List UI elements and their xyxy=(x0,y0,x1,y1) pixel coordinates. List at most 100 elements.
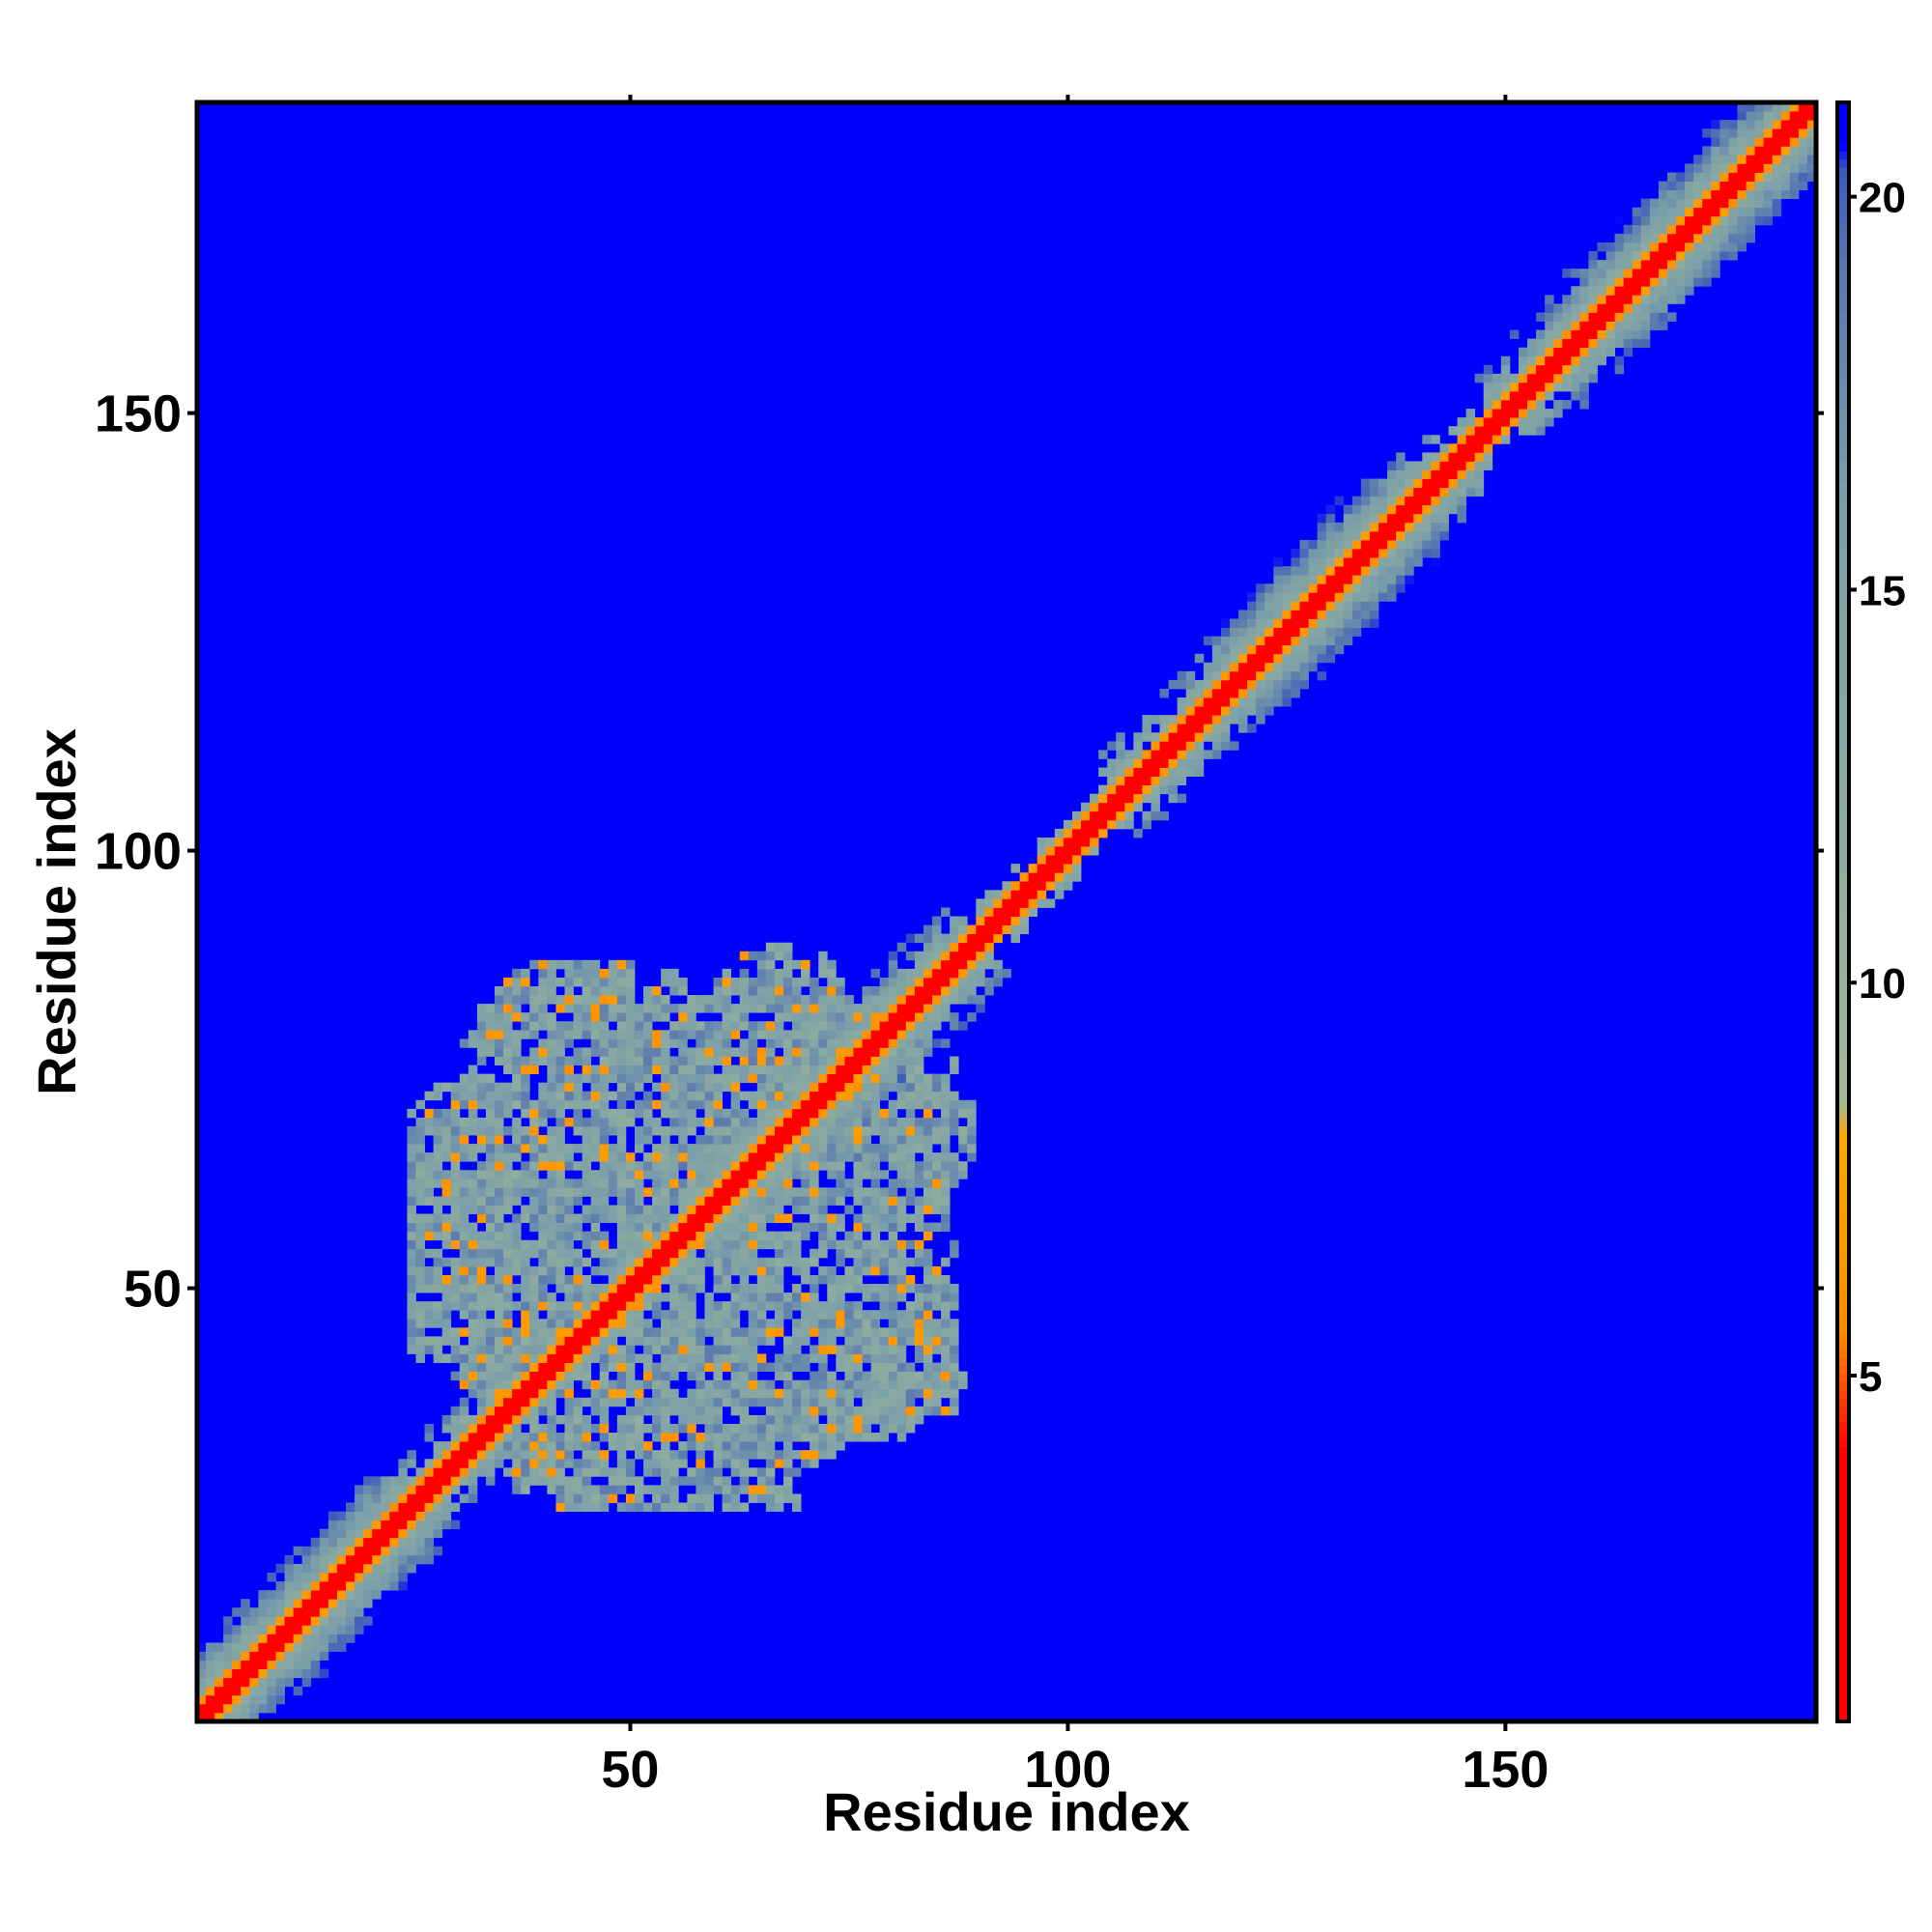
heatmap-cell xyxy=(1369,513,1379,524)
heatmap-cell xyxy=(197,1712,207,1722)
heatmap-cell xyxy=(616,1135,627,1145)
heatmap-cell xyxy=(1116,776,1125,786)
heatmap-cell xyxy=(529,1423,539,1434)
heatmap-cell xyxy=(616,1293,627,1302)
heatmap-cell xyxy=(950,1301,959,1311)
heatmap-cell xyxy=(765,1502,776,1512)
heatmap-cell xyxy=(748,1248,758,1259)
heatmap-cell xyxy=(495,1406,504,1416)
heatmap-cell xyxy=(844,1231,854,1241)
heatmap-cell xyxy=(521,1345,530,1354)
heatmap-cell xyxy=(782,1493,793,1503)
heatmap-cell xyxy=(739,1257,750,1267)
heatmap-cell xyxy=(879,1038,890,1048)
heatmap-cell xyxy=(862,1082,871,1093)
heatmap-cell xyxy=(1405,539,1414,550)
heatmap-cell xyxy=(433,1345,443,1354)
heatmap-cell xyxy=(441,1520,452,1530)
heatmap-cell xyxy=(1649,207,1660,217)
heatmap-cell xyxy=(896,1284,907,1293)
heatmap-cell xyxy=(923,1397,933,1407)
heatmap-cell xyxy=(512,1004,522,1013)
heatmap-cell xyxy=(958,1021,968,1031)
heatmap-cell xyxy=(214,1703,224,1714)
heatmap-cell xyxy=(381,1537,390,1548)
heatmap-cell xyxy=(1711,242,1720,252)
heatmap-cell xyxy=(756,1187,767,1197)
heatmap-cell xyxy=(547,1388,556,1399)
heatmap-cell xyxy=(896,1327,907,1337)
heatmap-cell xyxy=(801,1038,810,1048)
heatmap-cell xyxy=(1369,496,1379,506)
heatmap-cell xyxy=(1282,575,1292,584)
heatmap-cell xyxy=(275,1590,285,1600)
heatmap-cell xyxy=(1597,347,1606,357)
heatmap-cell xyxy=(1685,189,1694,200)
heatmap-cell xyxy=(599,1336,610,1346)
heatmap-cell xyxy=(1483,417,1493,427)
heatmap-cell xyxy=(1737,181,1747,190)
heatmap-cell xyxy=(258,1651,268,1661)
heatmap-cell xyxy=(923,1012,933,1022)
heatmap-cell xyxy=(1789,128,1800,138)
heatmap-cell xyxy=(818,1187,828,1197)
heatmap-cell xyxy=(661,1476,670,1486)
colorbar-segment xyxy=(1837,1696,1849,1706)
heatmap-cell xyxy=(1063,855,1073,865)
colorbar-segment xyxy=(1837,1478,1849,1488)
heatmap-cell xyxy=(896,977,907,987)
heatmap-cell xyxy=(782,1301,793,1311)
colorbar-segment xyxy=(1837,434,1849,443)
heatmap-cell xyxy=(748,1117,758,1127)
heatmap-cell xyxy=(1308,539,1319,550)
heatmap-cell xyxy=(608,959,618,970)
heatmap-cell xyxy=(625,1056,636,1065)
heatmap-cell xyxy=(678,1187,688,1197)
heatmap-cell xyxy=(914,1135,924,1145)
heatmap-cell xyxy=(1002,881,1011,891)
heatmap-cell xyxy=(1142,715,1151,724)
heatmap-cell xyxy=(652,1187,662,1197)
heatmap-cell xyxy=(564,1152,574,1162)
heatmap-cell xyxy=(512,1170,522,1179)
heatmap-cell xyxy=(748,1231,758,1241)
heatmap-cell xyxy=(888,1257,898,1267)
heatmap-cell xyxy=(1378,513,1388,524)
heatmap-cell xyxy=(616,1117,627,1127)
heatmap-cell xyxy=(984,977,994,987)
heatmap-cell xyxy=(573,1274,583,1285)
heatmap-cell xyxy=(258,1642,268,1652)
heatmap-cell xyxy=(564,1450,574,1460)
heatmap-cell xyxy=(1351,601,1362,611)
heatmap-cell xyxy=(1789,181,1800,190)
heatmap-cell xyxy=(870,1144,881,1153)
heatmap-cell xyxy=(1238,715,1248,724)
heatmap-cell xyxy=(643,1135,653,1145)
colorbar-segment xyxy=(1837,781,1849,791)
heatmap-cell xyxy=(687,1467,696,1477)
heatmap-cell xyxy=(950,1293,959,1302)
heatmap-cell xyxy=(782,977,793,987)
heatmap-cell xyxy=(258,1634,268,1643)
heatmap-cell xyxy=(503,1108,513,1119)
heatmap-cell xyxy=(310,1590,321,1600)
heatmap-cell xyxy=(485,1073,496,1084)
heatmap-cell xyxy=(810,1004,819,1013)
heatmap-cell xyxy=(1640,251,1651,261)
heatmap-cell xyxy=(950,1319,959,1328)
heatmap-cell xyxy=(862,1319,871,1328)
heatmap-cell xyxy=(730,1125,741,1136)
heatmap-cell xyxy=(616,1144,627,1153)
heatmap-cell xyxy=(599,1056,610,1065)
heatmap-cell xyxy=(896,1265,907,1276)
heatmap-cell xyxy=(730,1196,741,1206)
heatmap-cell xyxy=(870,1293,881,1302)
heatmap-cell xyxy=(1124,767,1134,777)
heatmap-cell xyxy=(687,1248,696,1259)
heatmap-cell xyxy=(249,1616,259,1626)
heatmap-cell xyxy=(652,1231,662,1241)
heatmap-cell xyxy=(599,1353,610,1363)
heatmap-cell xyxy=(801,1433,810,1442)
heatmap-cell xyxy=(468,1082,478,1093)
heatmap-cell xyxy=(774,1485,784,1494)
